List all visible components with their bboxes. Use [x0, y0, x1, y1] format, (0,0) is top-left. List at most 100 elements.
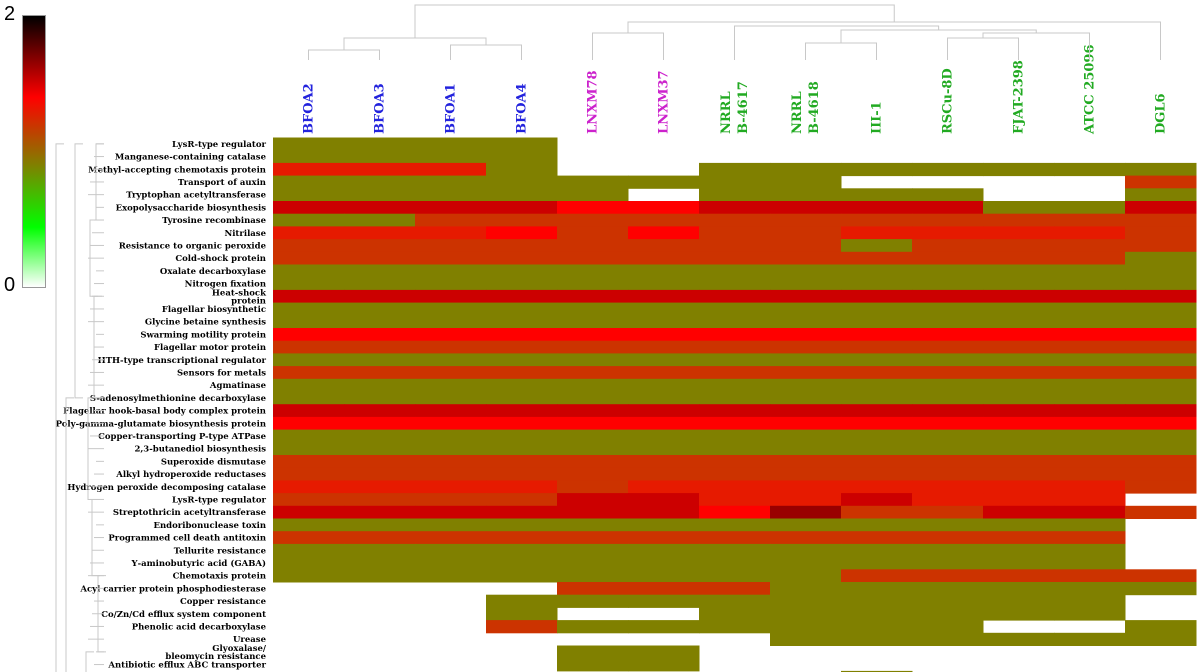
- heatmap-cell: [486, 340, 558, 354]
- row-label: Tryptophan acetyltransferase: [126, 191, 266, 201]
- heatmap-cell: [1054, 302, 1126, 316]
- heatmap-cell: [1054, 378, 1126, 392]
- heatmap-cell: [273, 493, 345, 507]
- heatmap-cell: [1125, 366, 1197, 380]
- heatmap-cell: [486, 315, 558, 329]
- heatmap-cell: [415, 442, 487, 456]
- heatmap-cell: [1125, 632, 1197, 646]
- heatmap-cell: [770, 162, 842, 177]
- heatmap-cell: [1125, 391, 1197, 405]
- heatmap-cell: [273, 239, 345, 253]
- heatmap-cell: [912, 569, 984, 583]
- heatmap-cell: [415, 328, 487, 342]
- heatmap-cell: [699, 175, 771, 189]
- row-label: Hydrogen peroxide decomposing catalase: [67, 483, 266, 493]
- heatmap-cell: [628, 543, 700, 558]
- row-label: Superoxide dismutase: [161, 457, 267, 467]
- row-label: Chemotaxis protein: [173, 572, 266, 582]
- heatmap-cell: [273, 289, 345, 304]
- heatmap-cell: [983, 201, 1055, 215]
- colorbar-frame: [22, 15, 46, 288]
- heatmap-cell: [273, 442, 345, 456]
- heatmap-cell: [912, 493, 984, 507]
- heatmap-cell: [912, 607, 984, 621]
- heatmap-cell: [344, 264, 416, 278]
- heatmap-cell: [912, 239, 984, 253]
- heatmap-cell: [770, 366, 842, 380]
- heatmap-cell: [983, 162, 1055, 177]
- heatmap-cell: [1125, 239, 1197, 253]
- heatmap-cell: [770, 467, 842, 481]
- heatmap-cell: [344, 366, 416, 380]
- row-label: Flagellar motor protein: [154, 343, 266, 353]
- heatmap-cell: [1054, 607, 1126, 621]
- row-label: Flagellar hook-basal body complex protei…: [63, 407, 266, 417]
- heatmap-cell: [557, 302, 629, 316]
- column-label: B-4617: [736, 81, 751, 134]
- row-dendrogram-branch: [91, 498, 100, 577]
- heatmap-cell: [1054, 213, 1126, 227]
- heatmap-cell: [983, 404, 1055, 418]
- column-dendrogram-branch: [308, 49, 380, 60]
- heatmap-cell: [912, 315, 984, 329]
- heatmap-cell: [912, 442, 984, 456]
- heatmap-cell: [1054, 226, 1126, 240]
- heatmap-cell: [841, 582, 913, 596]
- heatmap-cell: [557, 543, 629, 558]
- heatmap-cell: [557, 226, 629, 240]
- column-dendrogram-branch: [450, 44, 522, 60]
- heatmap-cell: [344, 340, 416, 354]
- heatmap-cell: [344, 378, 416, 392]
- heatmap-cell: [1125, 467, 1197, 481]
- heatmap-cell: [699, 480, 771, 494]
- heatmap-cell: [273, 162, 345, 177]
- heatmap-cell: [912, 251, 984, 265]
- heatmap-cell: [770, 556, 842, 570]
- heatmap-cell: [415, 569, 487, 583]
- heatmap-cell: [415, 302, 487, 316]
- heatmap-cell: [983, 442, 1055, 456]
- heatmap-cell: [699, 328, 771, 342]
- heatmap-cell: [699, 239, 771, 253]
- row-label: Programmed cell death antitoxin: [108, 534, 266, 544]
- heatmap-cell: [344, 442, 416, 456]
- heatmap-cell: [983, 226, 1055, 240]
- heatmap-cell: [699, 366, 771, 380]
- heatmap-cell: [1054, 467, 1126, 481]
- heatmap-cell: [841, 277, 913, 291]
- column-dendrogram-branch: [805, 42, 877, 60]
- heatmap-cell: [415, 480, 487, 494]
- heatmap-cell: [770, 239, 842, 253]
- heatmap-cell: [557, 239, 629, 253]
- heatmap-cell: [983, 518, 1055, 532]
- heatmap-cell: [486, 201, 558, 215]
- heatmap-cell: [770, 569, 842, 583]
- heatmap-cell: [628, 569, 700, 583]
- heatmap-cell: [415, 493, 487, 507]
- heatmap-cell: [983, 239, 1055, 253]
- heatmap-cell: [344, 175, 416, 189]
- row-label: Urease: [233, 635, 267, 645]
- heatmap-cell: [912, 620, 984, 634]
- heatmap-cell: [912, 201, 984, 215]
- heatmap-cell: [983, 302, 1055, 316]
- heatmap-cell: [628, 416, 700, 431]
- heatmap-cell: [415, 226, 487, 240]
- heatmap-cell: [273, 340, 345, 354]
- heatmap-cell: [273, 175, 345, 189]
- heatmap-cell: [770, 531, 842, 545]
- heatmap-cell: [770, 455, 842, 469]
- heatmap-cell: [699, 391, 771, 405]
- heatmap-cell: [841, 429, 913, 443]
- heatmap-cell: [841, 594, 913, 608]
- heatmap-cell: [1054, 493, 1126, 507]
- heatmap-cell: [486, 416, 558, 431]
- heatmap-cell: [983, 505, 1055, 519]
- heatmap-cell: [628, 315, 700, 329]
- column-label: DGL6: [1154, 93, 1169, 134]
- heatmap-cell: [486, 353, 558, 367]
- heatmap-cell: [486, 137, 558, 151]
- heatmap-cell: [983, 416, 1055, 431]
- heatmap-cell: [1054, 518, 1126, 532]
- row-dendrogram-branch: [85, 651, 94, 672]
